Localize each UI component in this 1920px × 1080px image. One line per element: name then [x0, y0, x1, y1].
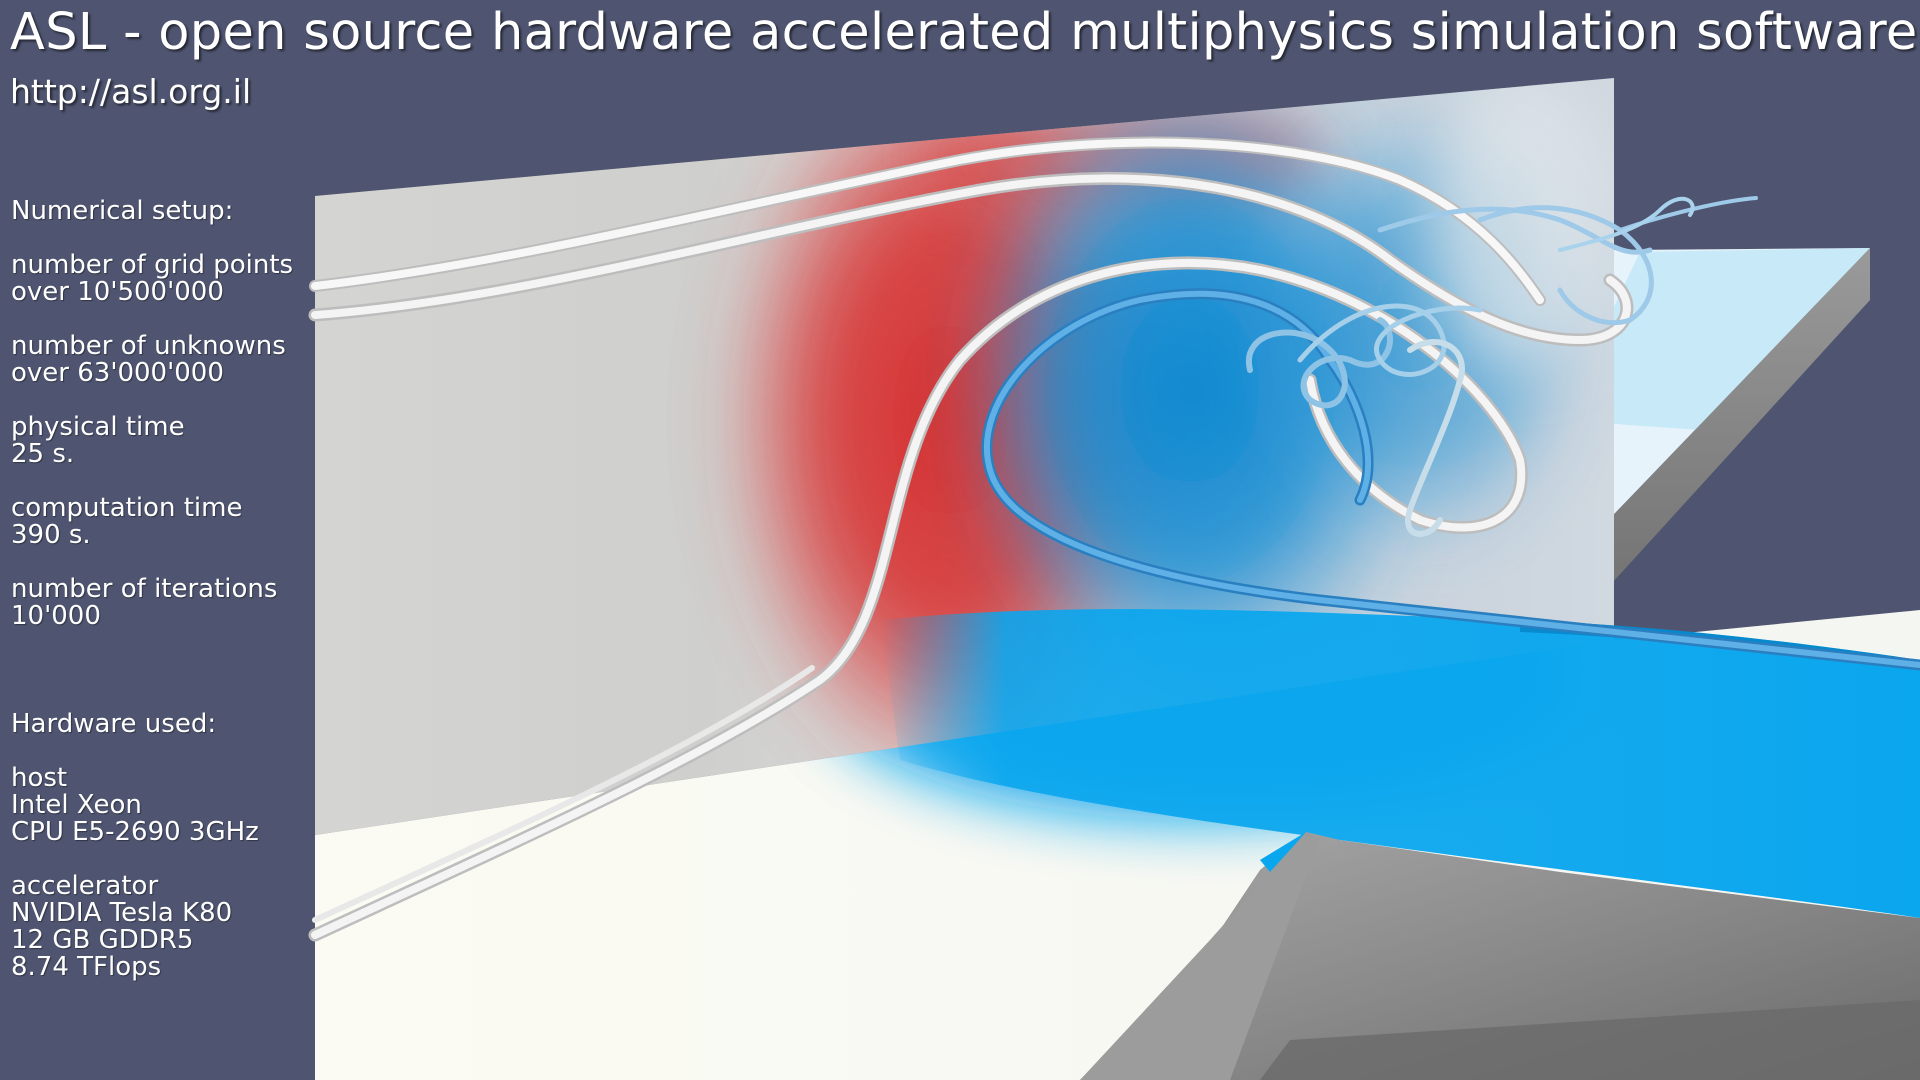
hardware-host: host Intel Xeon CPU E5-2690 3GHz [11, 765, 311, 846]
stat-physical-time: physical time 25 s. [11, 414, 311, 468]
stat-label: computation time [11, 493, 243, 523]
stat-value: 25 s. [11, 439, 75, 469]
hardware-accelerator: accelerator NVIDIA Tesla K80 12 GB GDDR5… [11, 873, 311, 981]
hardware-line: CPU E5-2690 3GHz [11, 817, 259, 847]
hardware-label: accelerator [11, 871, 159, 901]
hardware-line: NVIDIA Tesla K80 [11, 898, 233, 928]
stat-label: number of grid points [11, 250, 294, 280]
hardware-line: Intel Xeon [11, 790, 142, 820]
stat-value: over 10'500'000 [11, 277, 224, 307]
page-title: ASL - open source hardware accelerated m… [10, 3, 1918, 62]
stat-label: physical time [11, 412, 185, 442]
numerical-setup-panel: Numerical setup: number of grid points o… [11, 198, 311, 657]
stat-label: number of iterations [11, 574, 278, 604]
stat-unknowns: number of unknowns over 63'000'000 [11, 333, 311, 387]
streamlines [308, 136, 1920, 942]
numerical-setup-heading: Numerical setup: [11, 196, 234, 226]
hardware-line: 8.74 TFlops [11, 952, 162, 982]
stat-grid-points: number of grid points over 10'500'000 [11, 252, 311, 306]
project-url: http://asl.org.il [10, 72, 252, 111]
hardware-line: 12 GB GDDR5 [11, 925, 194, 955]
stat-computation-time: computation time 390 s. [11, 495, 311, 549]
outlet-pipe [1080, 832, 1920, 1080]
hardware-panel: Hardware used: host Intel Xeon CPU E5-26… [11, 711, 311, 1008]
stat-value: 10'000 [11, 601, 101, 631]
stat-iterations: number of iterations 10'000 [11, 576, 311, 630]
stat-label: number of unknowns [11, 331, 286, 361]
hardware-label: host [11, 763, 68, 793]
hardware-heading: Hardware used: [11, 709, 217, 739]
stat-value: over 63'000'000 [11, 358, 224, 388]
stat-value: 390 s. [11, 520, 91, 550]
